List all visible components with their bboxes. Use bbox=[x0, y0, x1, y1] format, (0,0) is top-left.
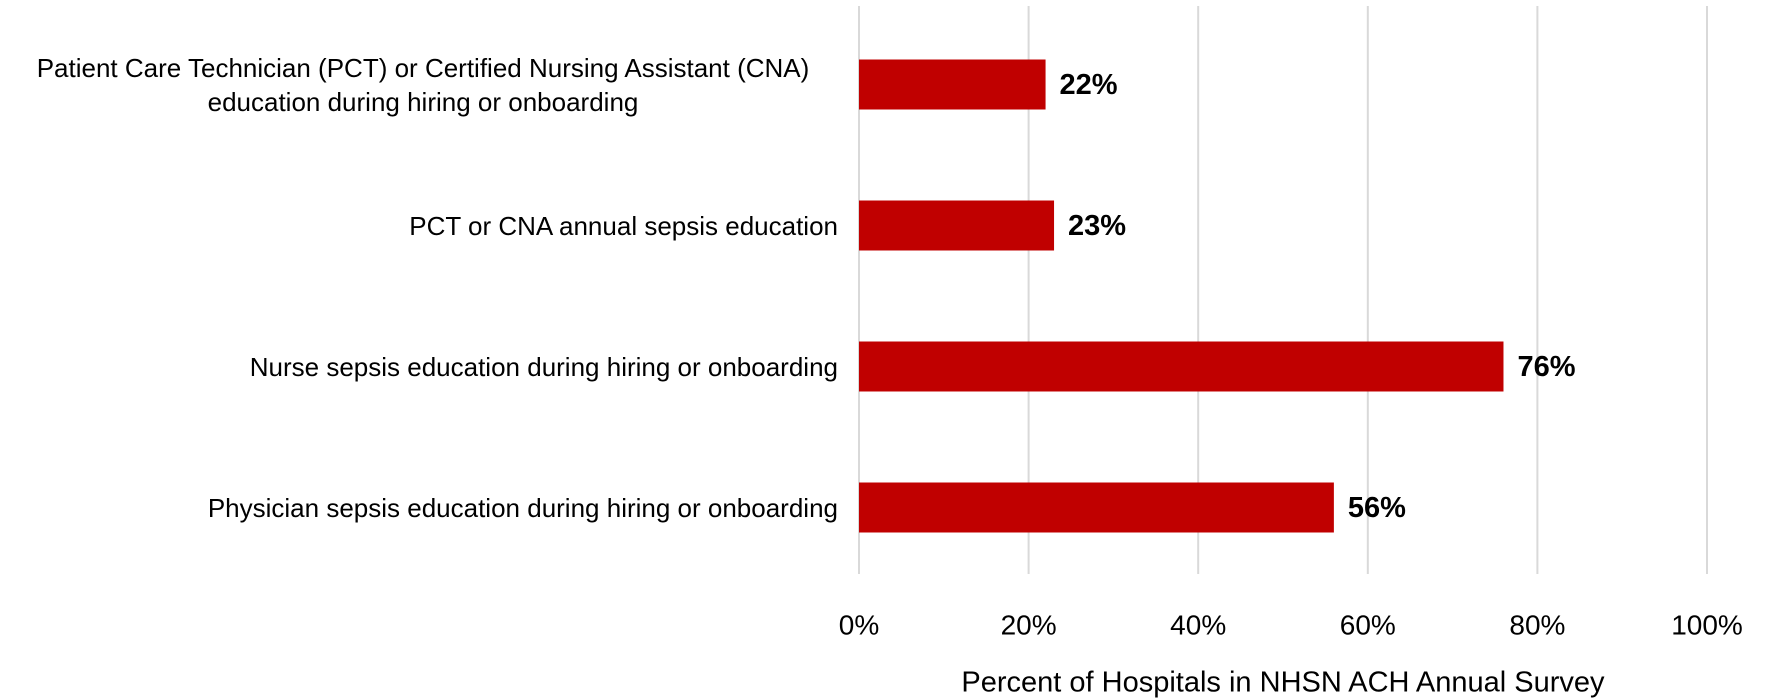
y-tick-label-box: PCT or CNA annual sepsis education bbox=[8, 209, 838, 243]
value-label: 22% bbox=[1060, 69, 1118, 101]
x-tick-label: 100% bbox=[1671, 609, 1743, 640]
x-tick-label: 40% bbox=[1170, 609, 1226, 640]
bar bbox=[859, 200, 1055, 251]
y-tick-label-box: Patient Care Technician (PCT) or Certifi… bbox=[8, 51, 838, 119]
value-label: 56% bbox=[1348, 492, 1406, 524]
y-tick-label: PCT or CNA annual sepsis education bbox=[409, 210, 838, 241]
y-tick-label-box: Nurse sepsis education during hiring or … bbox=[8, 350, 838, 384]
y-tick-label: Physician sepsis education during hiring… bbox=[207, 492, 838, 523]
x-tick-label: 80% bbox=[1509, 609, 1565, 640]
x-tick-label: 60% bbox=[1340, 609, 1396, 640]
y-tick-label: Patient Care Technician (PCT) or Certifi… bbox=[36, 52, 810, 117]
x-axis-title: Percent of Hospitals in NHSN ACH Annual … bbox=[961, 667, 1605, 699]
x-tick-label: 20% bbox=[1001, 609, 1057, 640]
y-tick-label: Nurse sepsis education during hiring or … bbox=[249, 351, 838, 382]
bar bbox=[859, 341, 1504, 392]
bar bbox=[859, 482, 1334, 533]
value-label: 23% bbox=[1068, 210, 1126, 242]
value-label: 76% bbox=[1517, 351, 1575, 383]
y-tick-label-box: Physician sepsis education during hiring… bbox=[8, 491, 838, 525]
bar bbox=[859, 59, 1046, 110]
x-tick-label: 0% bbox=[839, 609, 879, 640]
